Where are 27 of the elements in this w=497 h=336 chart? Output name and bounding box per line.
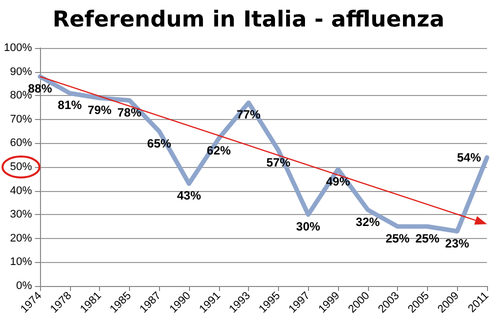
data-label: 25% bbox=[386, 232, 410, 246]
data-label: 65% bbox=[147, 136, 172, 150]
data-label: 77% bbox=[236, 108, 261, 122]
y-tick-label: 10% bbox=[10, 256, 32, 268]
y-tick-label: 0% bbox=[16, 280, 32, 292]
y-tick-label: 100% bbox=[4, 42, 32, 54]
data-label: 25% bbox=[415, 232, 440, 246]
y-tick-label: 70% bbox=[10, 113, 32, 126]
data-label: 49% bbox=[326, 174, 350, 188]
data-label: 32% bbox=[356, 214, 380, 229]
y-tick-label: 80% bbox=[10, 90, 32, 102]
data-label: 43% bbox=[176, 188, 202, 203]
y-tick-label: 40% bbox=[10, 184, 32, 197]
chart-title: Referendum in Italia - affluenza bbox=[52, 8, 444, 32]
data-label: 62% bbox=[206, 143, 232, 158]
data-label: 79% bbox=[88, 102, 112, 117]
y-tick-label: 50% bbox=[10, 161, 32, 173]
data-label: 78% bbox=[117, 105, 142, 120]
y-tick-label: 20% bbox=[10, 232, 32, 244]
data-label: 57% bbox=[266, 155, 291, 170]
data-label: 23% bbox=[445, 236, 470, 250]
y-tick-label: 30% bbox=[10, 208, 32, 221]
data-label: 54% bbox=[456, 150, 482, 164]
data-label: 30% bbox=[296, 220, 321, 234]
data-label: 81% bbox=[58, 98, 82, 112]
y-tick-label: 90% bbox=[10, 66, 32, 78]
y-tick-label: 60% bbox=[10, 137, 32, 150]
